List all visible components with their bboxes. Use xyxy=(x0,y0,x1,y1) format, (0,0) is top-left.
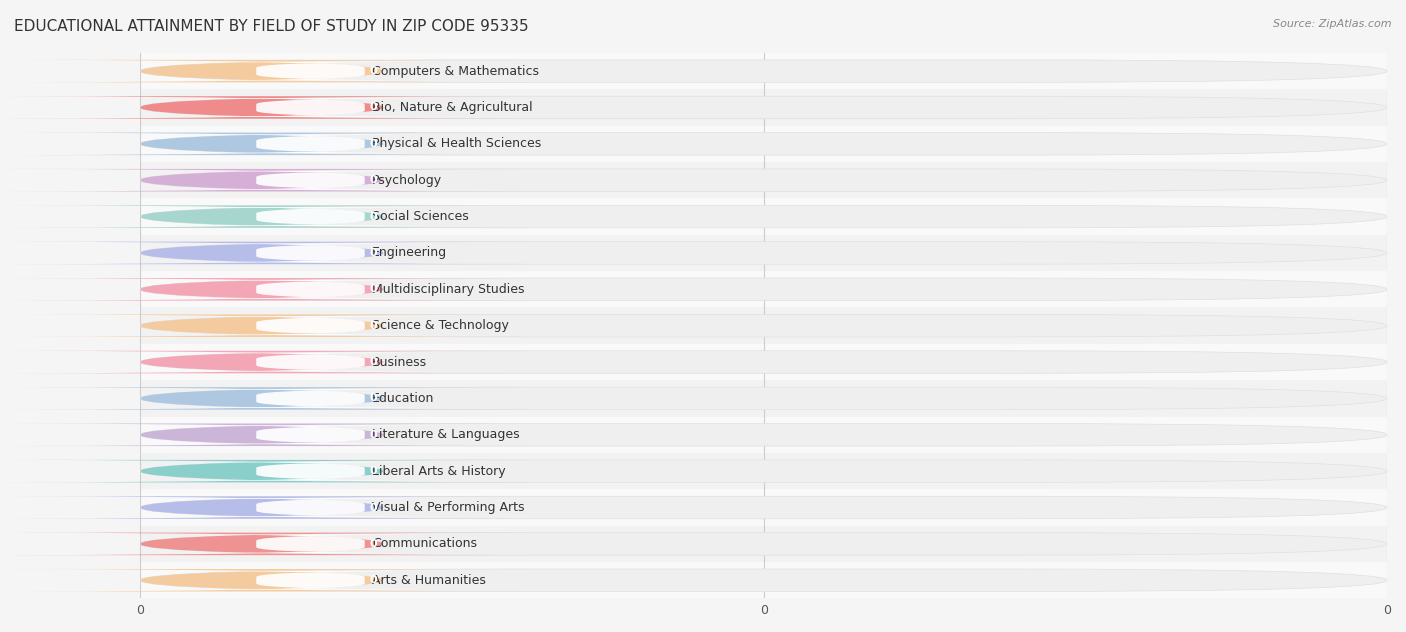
Text: 0: 0 xyxy=(370,393,377,403)
Bar xyxy=(141,453,1386,489)
FancyBboxPatch shape xyxy=(152,207,468,226)
Bar xyxy=(141,53,1386,89)
FancyBboxPatch shape xyxy=(0,169,527,191)
Bar xyxy=(141,271,1386,308)
FancyBboxPatch shape xyxy=(152,498,468,517)
FancyBboxPatch shape xyxy=(0,569,527,592)
FancyBboxPatch shape xyxy=(141,351,1386,374)
FancyBboxPatch shape xyxy=(141,205,1386,228)
Text: 0: 0 xyxy=(370,284,377,295)
Text: Multidisciplinary Studies: Multidisciplinary Studies xyxy=(373,283,524,296)
FancyBboxPatch shape xyxy=(141,533,1386,555)
Bar xyxy=(141,344,1386,380)
Text: Communications: Communications xyxy=(373,537,477,550)
Bar xyxy=(141,89,1386,126)
FancyBboxPatch shape xyxy=(0,496,527,519)
FancyBboxPatch shape xyxy=(0,387,527,410)
FancyBboxPatch shape xyxy=(152,571,468,590)
FancyBboxPatch shape xyxy=(0,205,527,228)
Text: Computers & Mathematics: Computers & Mathematics xyxy=(373,64,538,78)
FancyBboxPatch shape xyxy=(141,278,1386,301)
Text: Visual & Performing Arts: Visual & Performing Arts xyxy=(373,501,524,514)
FancyBboxPatch shape xyxy=(141,569,1386,592)
Text: Physical & Health Sciences: Physical & Health Sciences xyxy=(373,137,541,150)
FancyBboxPatch shape xyxy=(141,460,1386,482)
FancyBboxPatch shape xyxy=(141,387,1386,410)
FancyBboxPatch shape xyxy=(152,135,468,154)
Text: 0: 0 xyxy=(370,539,377,549)
FancyBboxPatch shape xyxy=(0,60,527,82)
FancyBboxPatch shape xyxy=(141,496,1386,519)
FancyBboxPatch shape xyxy=(152,425,468,444)
FancyBboxPatch shape xyxy=(152,98,468,117)
FancyBboxPatch shape xyxy=(141,133,1386,155)
FancyBboxPatch shape xyxy=(0,133,527,155)
Bar xyxy=(141,489,1386,526)
Text: Literature & Languages: Literature & Languages xyxy=(373,428,520,441)
FancyBboxPatch shape xyxy=(141,314,1386,337)
Bar xyxy=(141,380,1386,416)
Text: 0: 0 xyxy=(370,248,377,258)
FancyBboxPatch shape xyxy=(152,316,468,335)
Bar xyxy=(141,526,1386,562)
FancyBboxPatch shape xyxy=(152,62,468,80)
FancyBboxPatch shape xyxy=(152,462,468,480)
Bar xyxy=(141,198,1386,234)
Text: Engineering: Engineering xyxy=(373,246,447,260)
Text: 0: 0 xyxy=(370,139,377,149)
Text: 0: 0 xyxy=(370,102,377,112)
Text: 0: 0 xyxy=(370,502,377,513)
Text: 0: 0 xyxy=(370,357,377,367)
FancyBboxPatch shape xyxy=(0,423,527,446)
FancyBboxPatch shape xyxy=(141,169,1386,191)
Bar xyxy=(141,562,1386,599)
FancyBboxPatch shape xyxy=(152,353,468,372)
Text: 0: 0 xyxy=(370,320,377,331)
Text: 0: 0 xyxy=(370,66,377,76)
Text: Liberal Arts & History: Liberal Arts & History xyxy=(373,465,506,478)
FancyBboxPatch shape xyxy=(0,351,527,374)
FancyBboxPatch shape xyxy=(141,423,1386,446)
FancyBboxPatch shape xyxy=(0,241,527,264)
Text: Psychology: Psychology xyxy=(373,174,443,186)
FancyBboxPatch shape xyxy=(0,460,527,482)
Text: Bio, Nature & Agricultural: Bio, Nature & Agricultural xyxy=(373,101,533,114)
FancyBboxPatch shape xyxy=(152,243,468,262)
FancyBboxPatch shape xyxy=(152,535,468,554)
Text: Social Sciences: Social Sciences xyxy=(373,210,470,223)
FancyBboxPatch shape xyxy=(141,96,1386,119)
Text: 0: 0 xyxy=(370,466,377,476)
Text: Business: Business xyxy=(373,356,427,368)
Bar xyxy=(141,126,1386,162)
Text: 0: 0 xyxy=(370,575,377,585)
FancyBboxPatch shape xyxy=(0,96,527,119)
Text: Science & Technology: Science & Technology xyxy=(373,319,509,332)
Text: EDUCATIONAL ATTAINMENT BY FIELD OF STUDY IN ZIP CODE 95335: EDUCATIONAL ATTAINMENT BY FIELD OF STUDY… xyxy=(14,19,529,34)
Text: 0: 0 xyxy=(370,175,377,185)
Bar xyxy=(141,162,1386,198)
Text: 0: 0 xyxy=(370,430,377,440)
Bar xyxy=(141,416,1386,453)
FancyBboxPatch shape xyxy=(141,60,1386,82)
Text: Education: Education xyxy=(373,392,434,405)
FancyBboxPatch shape xyxy=(0,533,527,555)
Bar xyxy=(141,234,1386,271)
FancyBboxPatch shape xyxy=(152,389,468,408)
Text: Arts & Humanities: Arts & Humanities xyxy=(373,574,486,586)
Text: Source: ZipAtlas.com: Source: ZipAtlas.com xyxy=(1274,19,1392,29)
FancyBboxPatch shape xyxy=(152,280,468,299)
FancyBboxPatch shape xyxy=(152,171,468,190)
Bar xyxy=(141,308,1386,344)
FancyBboxPatch shape xyxy=(0,314,527,337)
FancyBboxPatch shape xyxy=(0,278,527,301)
FancyBboxPatch shape xyxy=(141,241,1386,264)
Text: 0: 0 xyxy=(370,212,377,222)
